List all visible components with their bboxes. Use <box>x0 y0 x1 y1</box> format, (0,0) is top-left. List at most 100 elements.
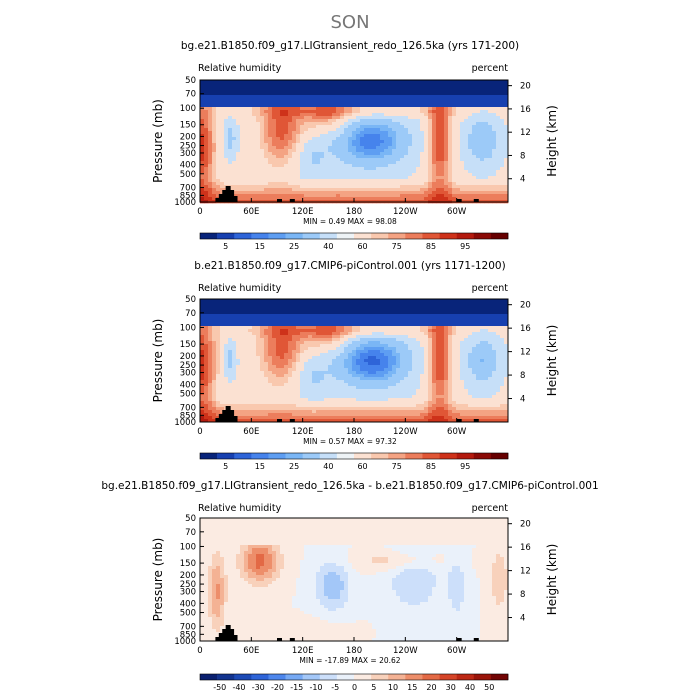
heatmap-cell <box>472 80 477 84</box>
heatmap-cell <box>304 143 309 147</box>
heatmap-cell <box>488 134 493 138</box>
heatmap-cell <box>200 347 205 351</box>
heatmap-cell <box>380 173 385 177</box>
heatmap-cell <box>412 104 417 108</box>
heatmap-cell <box>484 170 489 174</box>
heatmap-cell <box>272 326 277 330</box>
heatmap-cell <box>300 182 305 186</box>
heatmap-cell <box>200 119 205 123</box>
heatmap-cell <box>396 155 401 159</box>
heatmap-cell <box>232 314 237 318</box>
heatmap-cell <box>300 323 305 327</box>
heatmap-cell <box>448 362 453 366</box>
heatmap-cell <box>272 353 277 357</box>
heatmap-cell <box>380 146 385 150</box>
colorbar-swatch <box>439 233 457 239</box>
heatmap-cell <box>456 338 461 342</box>
heatmap-cell <box>420 107 425 111</box>
heatmap-cell <box>296 185 301 189</box>
heatmap-cell <box>468 80 473 84</box>
heatmap-cell <box>392 308 397 312</box>
heatmap-cell <box>476 176 481 180</box>
heatmap-cell <box>220 104 225 108</box>
heatmap-cell <box>244 92 249 96</box>
heatmap-cell <box>452 155 457 159</box>
heatmap-cell <box>372 131 377 135</box>
heatmap-cell <box>488 119 493 123</box>
heatmap-cell <box>472 314 477 318</box>
heatmap-cell <box>400 353 405 357</box>
heatmap-cell <box>412 362 417 366</box>
heatmap-cell <box>428 101 433 105</box>
heatmap-cell <box>472 140 477 144</box>
heatmap-cell <box>240 137 245 141</box>
heatmap-cell <box>456 332 461 336</box>
heatmap-cell <box>464 194 469 198</box>
heatmap-cell <box>300 362 305 366</box>
heatmap-cell <box>416 182 421 186</box>
heatmap-cell <box>460 344 465 348</box>
heatmap-cell <box>264 176 269 180</box>
heatmap-cell <box>296 95 301 99</box>
heatmap-cell <box>364 110 369 114</box>
heatmap-cell <box>388 95 393 99</box>
heatmap-cell <box>248 332 253 336</box>
heatmap-cell <box>412 173 417 177</box>
heatmap-cell <box>468 113 473 117</box>
heatmap-cell <box>264 182 269 186</box>
heatmap-cell <box>412 176 417 180</box>
heatmap-cell <box>380 194 385 198</box>
heatmap-cell <box>356 197 361 201</box>
heatmap-cell <box>428 356 433 360</box>
heatmap-cell <box>492 194 497 198</box>
heatmap-cell <box>276 350 281 354</box>
heatmap-cell <box>208 131 213 135</box>
heatmap-cell <box>384 167 389 171</box>
heatmap-cell <box>256 359 261 363</box>
heatmap-cell <box>312 122 317 126</box>
heatmap-cell <box>448 86 453 90</box>
heatmap-cell <box>228 143 233 147</box>
heatmap-cell <box>328 353 333 357</box>
heatmap-cell <box>460 98 465 102</box>
heatmap-cell <box>292 158 297 162</box>
heatmap-cell <box>436 152 441 156</box>
heatmap-cell <box>212 356 217 360</box>
heatmap-cell <box>248 119 253 123</box>
heatmap-cell <box>376 356 381 360</box>
heatmap-cell <box>496 158 501 162</box>
heatmap-cell <box>236 338 241 342</box>
heatmap-cell <box>320 338 325 342</box>
heatmap-cell <box>276 80 281 84</box>
heatmap-cell <box>416 101 421 105</box>
heatmap-cell <box>240 359 245 363</box>
heatmap-cell <box>428 98 433 102</box>
heatmap-cell <box>460 179 465 183</box>
heatmap-cell <box>360 134 365 138</box>
heatmap-cell <box>360 359 365 363</box>
heatmap-cell <box>404 314 409 318</box>
heatmap-cell <box>332 197 337 201</box>
colorbar-swatch <box>251 233 269 239</box>
heatmap-cell <box>340 131 345 135</box>
heatmap-cell <box>468 131 473 135</box>
heatmap-cell <box>372 140 377 144</box>
heatmap-cell <box>352 341 357 345</box>
heatmap-cell <box>316 158 321 162</box>
heatmap-cell <box>208 89 213 93</box>
heatmap-cell <box>236 80 241 84</box>
heatmap-cell <box>416 89 421 93</box>
heatmap-cell <box>244 101 249 105</box>
heatmap-cell <box>368 191 373 195</box>
heatmap-cell <box>420 173 425 177</box>
heatmap-cell <box>312 113 317 117</box>
heatmap-cell <box>380 188 385 192</box>
heatmap-cell <box>232 305 237 309</box>
heatmap-cell <box>228 332 233 336</box>
heatmap-cell <box>332 347 337 351</box>
heatmap-cell <box>472 311 477 315</box>
heatmap-cell <box>436 326 441 330</box>
heatmap-cell <box>308 128 313 132</box>
heatmap-cell <box>336 320 341 324</box>
heatmap-cell <box>472 320 477 324</box>
